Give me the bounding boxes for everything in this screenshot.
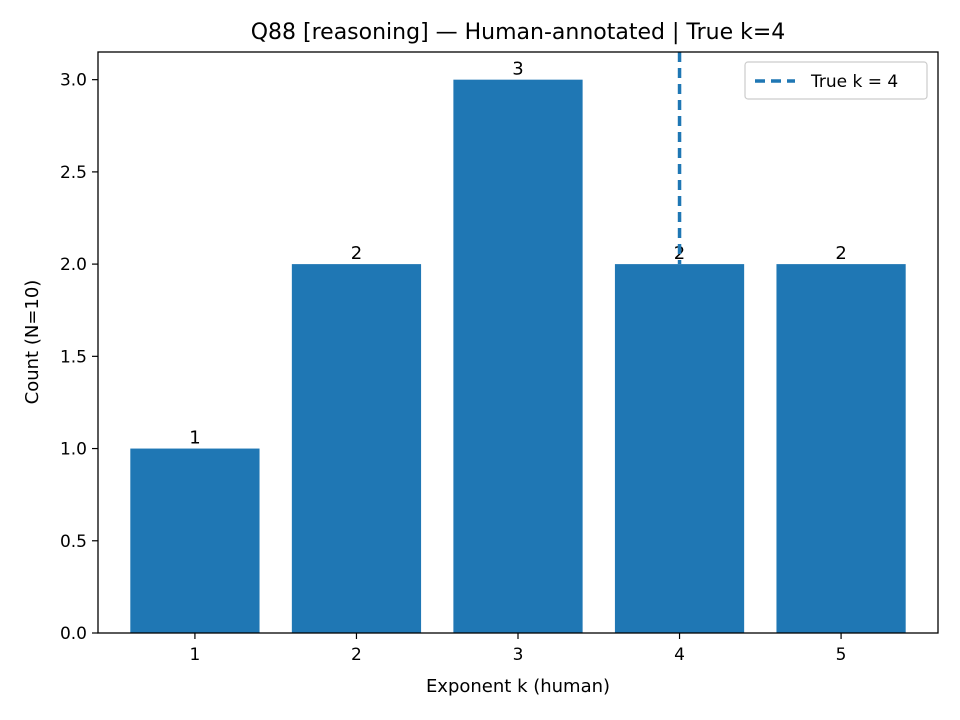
x-tick-label: 4 (674, 645, 685, 665)
bar-value-label: 3 (512, 59, 523, 80)
y-tick-label: 2.0 (60, 255, 87, 275)
bar-value-label: 2 (351, 243, 362, 264)
y-tick-label: 0.0 (60, 624, 87, 644)
bar-k-4 (614, 264, 745, 633)
chart-title: Q88 [reasoning] — Human-annotated | True… (251, 20, 786, 45)
y-axis-ticks: 0.0 0.5 1.0 1.5 2.0 2.5 3.0 (60, 71, 98, 644)
legend: True k = 4 (744, 61, 928, 100)
bar-k-3 (453, 79, 583, 633)
x-axis-label: Exponent k (human) (426, 676, 610, 697)
bar-value-label: 2 (835, 243, 846, 264)
legend-entry-label: True k = 4 (810, 72, 898, 92)
x-tick-label: 3 (513, 645, 524, 665)
y-tick-label: 1.0 (60, 440, 87, 460)
x-tick-label: 2 (351, 645, 362, 665)
bar-k-2 (291, 264, 422, 633)
y-tick-label: 3.0 (60, 71, 87, 91)
legend-box (744, 61, 928, 100)
x-axis-ticks: 1 2 3 4 5 (190, 633, 847, 665)
bar-k-1 (130, 448, 260, 633)
y-axis-label: Count (N=10) (22, 280, 43, 405)
bar-k-5 (776, 264, 906, 633)
bars-group (130, 79, 906, 633)
bar-value-label: 1 (189, 428, 200, 449)
y-tick-label: 2.5 (60, 163, 87, 183)
y-tick-label: 1.5 (60, 347, 87, 367)
y-tick-label: 0.5 (60, 532, 87, 552)
x-tick-label: 5 (836, 645, 847, 665)
x-tick-label: 1 (190, 645, 201, 665)
